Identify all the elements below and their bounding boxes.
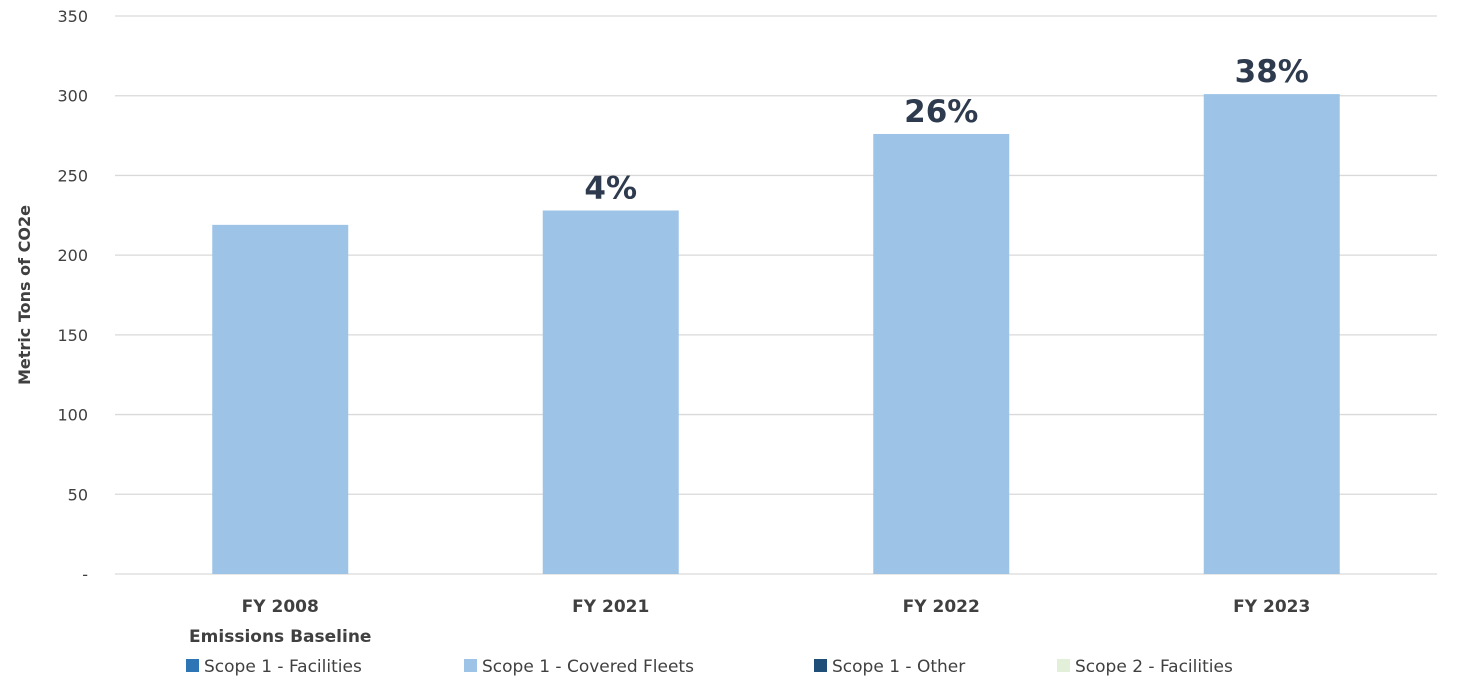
legend-swatch (464, 659, 477, 672)
legend-item: Scope 2 - Facilities (1057, 657, 1233, 677)
legend: Scope 1 - Facilities Scope 1 - Covered Fl… (186, 657, 1233, 677)
y-tick-label: 50 (68, 485, 88, 504)
y-tick-label: 300 (57, 87, 88, 106)
x-axis-categories: FY 2008 Emissions Baseline FY 2021 FY 2022 F… (189, 597, 1310, 647)
y-tick-label: 200 (57, 246, 88, 265)
y-tick-label: - (82, 565, 88, 584)
y-tick-label: 350 (57, 7, 88, 26)
y-tick-label: 250 (57, 166, 88, 185)
legend-label: Scope 1 - Covered Fleets (482, 657, 694, 677)
legend-swatch (814, 659, 827, 672)
data-labels: 4% 26% 38% (584, 54, 1308, 206)
x-tick-label: FY 2023 (1233, 597, 1310, 617)
legend-item: Scope 1 - Covered Fleets (464, 657, 694, 677)
y-tick-label: 150 (57, 326, 88, 345)
x-tick-label: FY 2008 (242, 597, 319, 617)
bars (212, 94, 1340, 575)
legend-swatch (186, 659, 199, 672)
legend-label: Scope 1 - Other (832, 657, 965, 677)
x-tick-label: FY 2022 (903, 597, 980, 617)
legend-item: Scope 1 - Facilities (186, 657, 362, 677)
data-label: 38% (1235, 54, 1309, 90)
legend-label: Scope 2 - Facilities (1075, 657, 1233, 677)
data-label: 4% (584, 171, 637, 207)
x-tick-label: FY 2021 (572, 597, 649, 617)
y-tick-label: 100 (57, 406, 88, 425)
bar-fy-2021 (542, 210, 679, 574)
x-tick-sublabel: Emissions Baseline (189, 627, 371, 647)
y-axis-label: Metric Tons of CO2e (15, 205, 34, 385)
legend-swatch (1057, 659, 1070, 672)
legend-item: Scope 1 - Other (814, 657, 965, 677)
bar-fy-2022 (873, 133, 1010, 574)
data-label: 26% (904, 94, 978, 130)
bar-fy-2008 (212, 224, 349, 574)
legend-label: Scope 1 - Facilities (204, 657, 362, 677)
bar-fy-2023 (1203, 94, 1340, 575)
y-axis-ticks: - 50 100 150 200 250 300 350 (57, 7, 88, 584)
